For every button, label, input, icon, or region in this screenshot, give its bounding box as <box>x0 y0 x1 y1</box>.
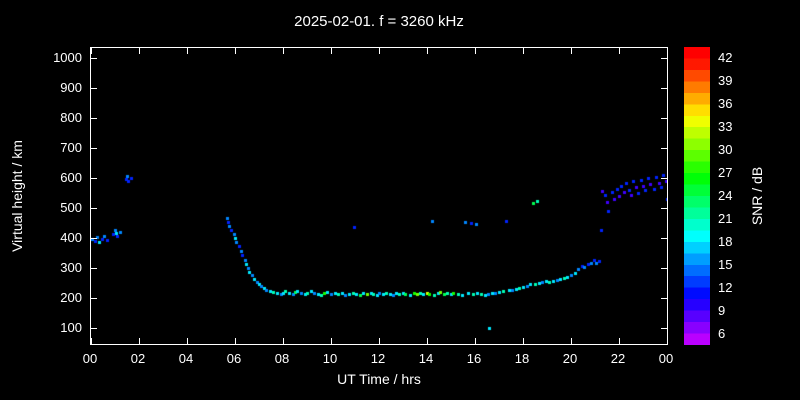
colorbar-tick-label: 24 <box>718 188 733 203</box>
y-tick-mark <box>661 58 667 60</box>
scatter-canvas <box>91 48 667 344</box>
colorbar-tick-label: 18 <box>718 233 733 249</box>
x-tick-label: 18 <box>514 351 530 366</box>
x-tick-label: 02 <box>130 351 146 366</box>
colorbar-tick-label: 21 <box>718 210 733 226</box>
y-tick-mark <box>661 238 667 240</box>
page-title: 2025-02-01. f = 3260 kHz <box>294 13 464 30</box>
y-tick-mark <box>91 118 97 120</box>
y-tick-mark <box>91 238 97 240</box>
x-tick-label: 16 <box>466 351 482 366</box>
y-tick-mark <box>91 208 97 210</box>
y-tick-mark <box>661 328 667 330</box>
colorbar-tick-label: 36 <box>718 96 733 112</box>
x-tick-mark <box>666 338 668 344</box>
x-tick-label: 08 <box>274 351 290 366</box>
colorbar-tick-label: 30 <box>718 142 733 158</box>
colorbar-tick-label: 6 <box>718 325 726 341</box>
colorbar-tick-label: 33 <box>718 119 733 135</box>
x-tick-mark <box>186 338 188 344</box>
x-tick-mark <box>330 48 332 54</box>
y-tick-mark <box>91 88 97 90</box>
x-tick-label: 04 <box>178 351 194 366</box>
x-tick-mark <box>618 48 620 54</box>
x-tick-mark <box>90 338 92 344</box>
colorbar-tick-label: 9 <box>718 302 726 318</box>
y-tick-mark <box>91 148 97 150</box>
x-tick-mark <box>522 338 524 344</box>
x-tick-mark <box>378 48 380 54</box>
x-tick-mark <box>330 338 332 344</box>
x-tick-mark <box>618 338 620 344</box>
y-tick-mark <box>661 208 667 210</box>
x-tick-mark <box>282 338 284 344</box>
colorbar-tick-label: 15 <box>718 256 733 272</box>
colorbar-tick-label: 39 <box>718 73 733 89</box>
y-tick-label: 400 <box>60 229 82 245</box>
x-tick-mark <box>474 48 476 54</box>
x-tick-label: 22 <box>610 351 626 366</box>
x-tick-label: 20 <box>562 351 578 366</box>
y-tick-label: 300 <box>60 259 82 275</box>
y-axis-label: Virtual height / km <box>9 140 25 252</box>
x-tick-mark <box>570 48 572 54</box>
x-tick-mark <box>474 338 476 344</box>
x-tick-label: 12 <box>370 351 386 366</box>
x-tick-label: 06 <box>226 351 242 366</box>
y-tick-mark <box>91 268 97 270</box>
x-tick-label: 00 <box>82 351 98 366</box>
x-tick-mark <box>186 48 188 54</box>
colorbar-tick-label: 27 <box>718 165 733 181</box>
x-tick-mark <box>90 48 92 54</box>
y-tick-label: 200 <box>60 289 82 305</box>
y-tick-mark <box>91 178 97 180</box>
x-tick-mark <box>138 338 140 344</box>
x-tick-mark <box>426 338 428 344</box>
y-tick-mark <box>661 298 667 300</box>
colorbar-tick-label: 42 <box>718 50 733 66</box>
y-tick-mark <box>661 268 667 270</box>
y-tick-mark <box>661 178 667 180</box>
x-tick-mark <box>234 48 236 54</box>
y-tick-label: 1000 <box>53 49 82 65</box>
y-tick-label: 800 <box>60 109 82 125</box>
x-tick-mark <box>570 338 572 344</box>
y-tick-mark <box>91 328 97 330</box>
plot-area <box>90 47 668 345</box>
x-tick-mark <box>234 338 236 344</box>
y-tick-label: 500 <box>60 199 82 215</box>
x-tick-label: 10 <box>322 351 338 366</box>
x-tick-mark <box>378 338 380 344</box>
colorbar-tick-label: 12 <box>718 279 733 295</box>
y-tick-label: 900 <box>60 79 82 95</box>
y-tick-label: 600 <box>60 169 82 185</box>
x-tick-label: 00 <box>658 351 674 366</box>
colorbar-label: SNR / dB <box>749 166 765 226</box>
x-tick-mark <box>282 48 284 54</box>
y-tick-mark <box>661 118 667 120</box>
x-axis-label: UT Time / hrs <box>337 371 421 387</box>
colorbar <box>684 47 710 345</box>
y-tick-label: 100 <box>60 319 82 335</box>
y-tick-mark <box>91 58 97 60</box>
y-tick-label: 700 <box>60 139 82 155</box>
x-tick-mark <box>426 48 428 54</box>
x-tick-label: 14 <box>418 351 434 366</box>
y-tick-mark <box>91 298 97 300</box>
x-tick-mark <box>138 48 140 54</box>
x-tick-mark <box>666 48 668 54</box>
y-tick-mark <box>661 88 667 90</box>
y-tick-mark <box>661 148 667 150</box>
x-tick-mark <box>522 48 524 54</box>
